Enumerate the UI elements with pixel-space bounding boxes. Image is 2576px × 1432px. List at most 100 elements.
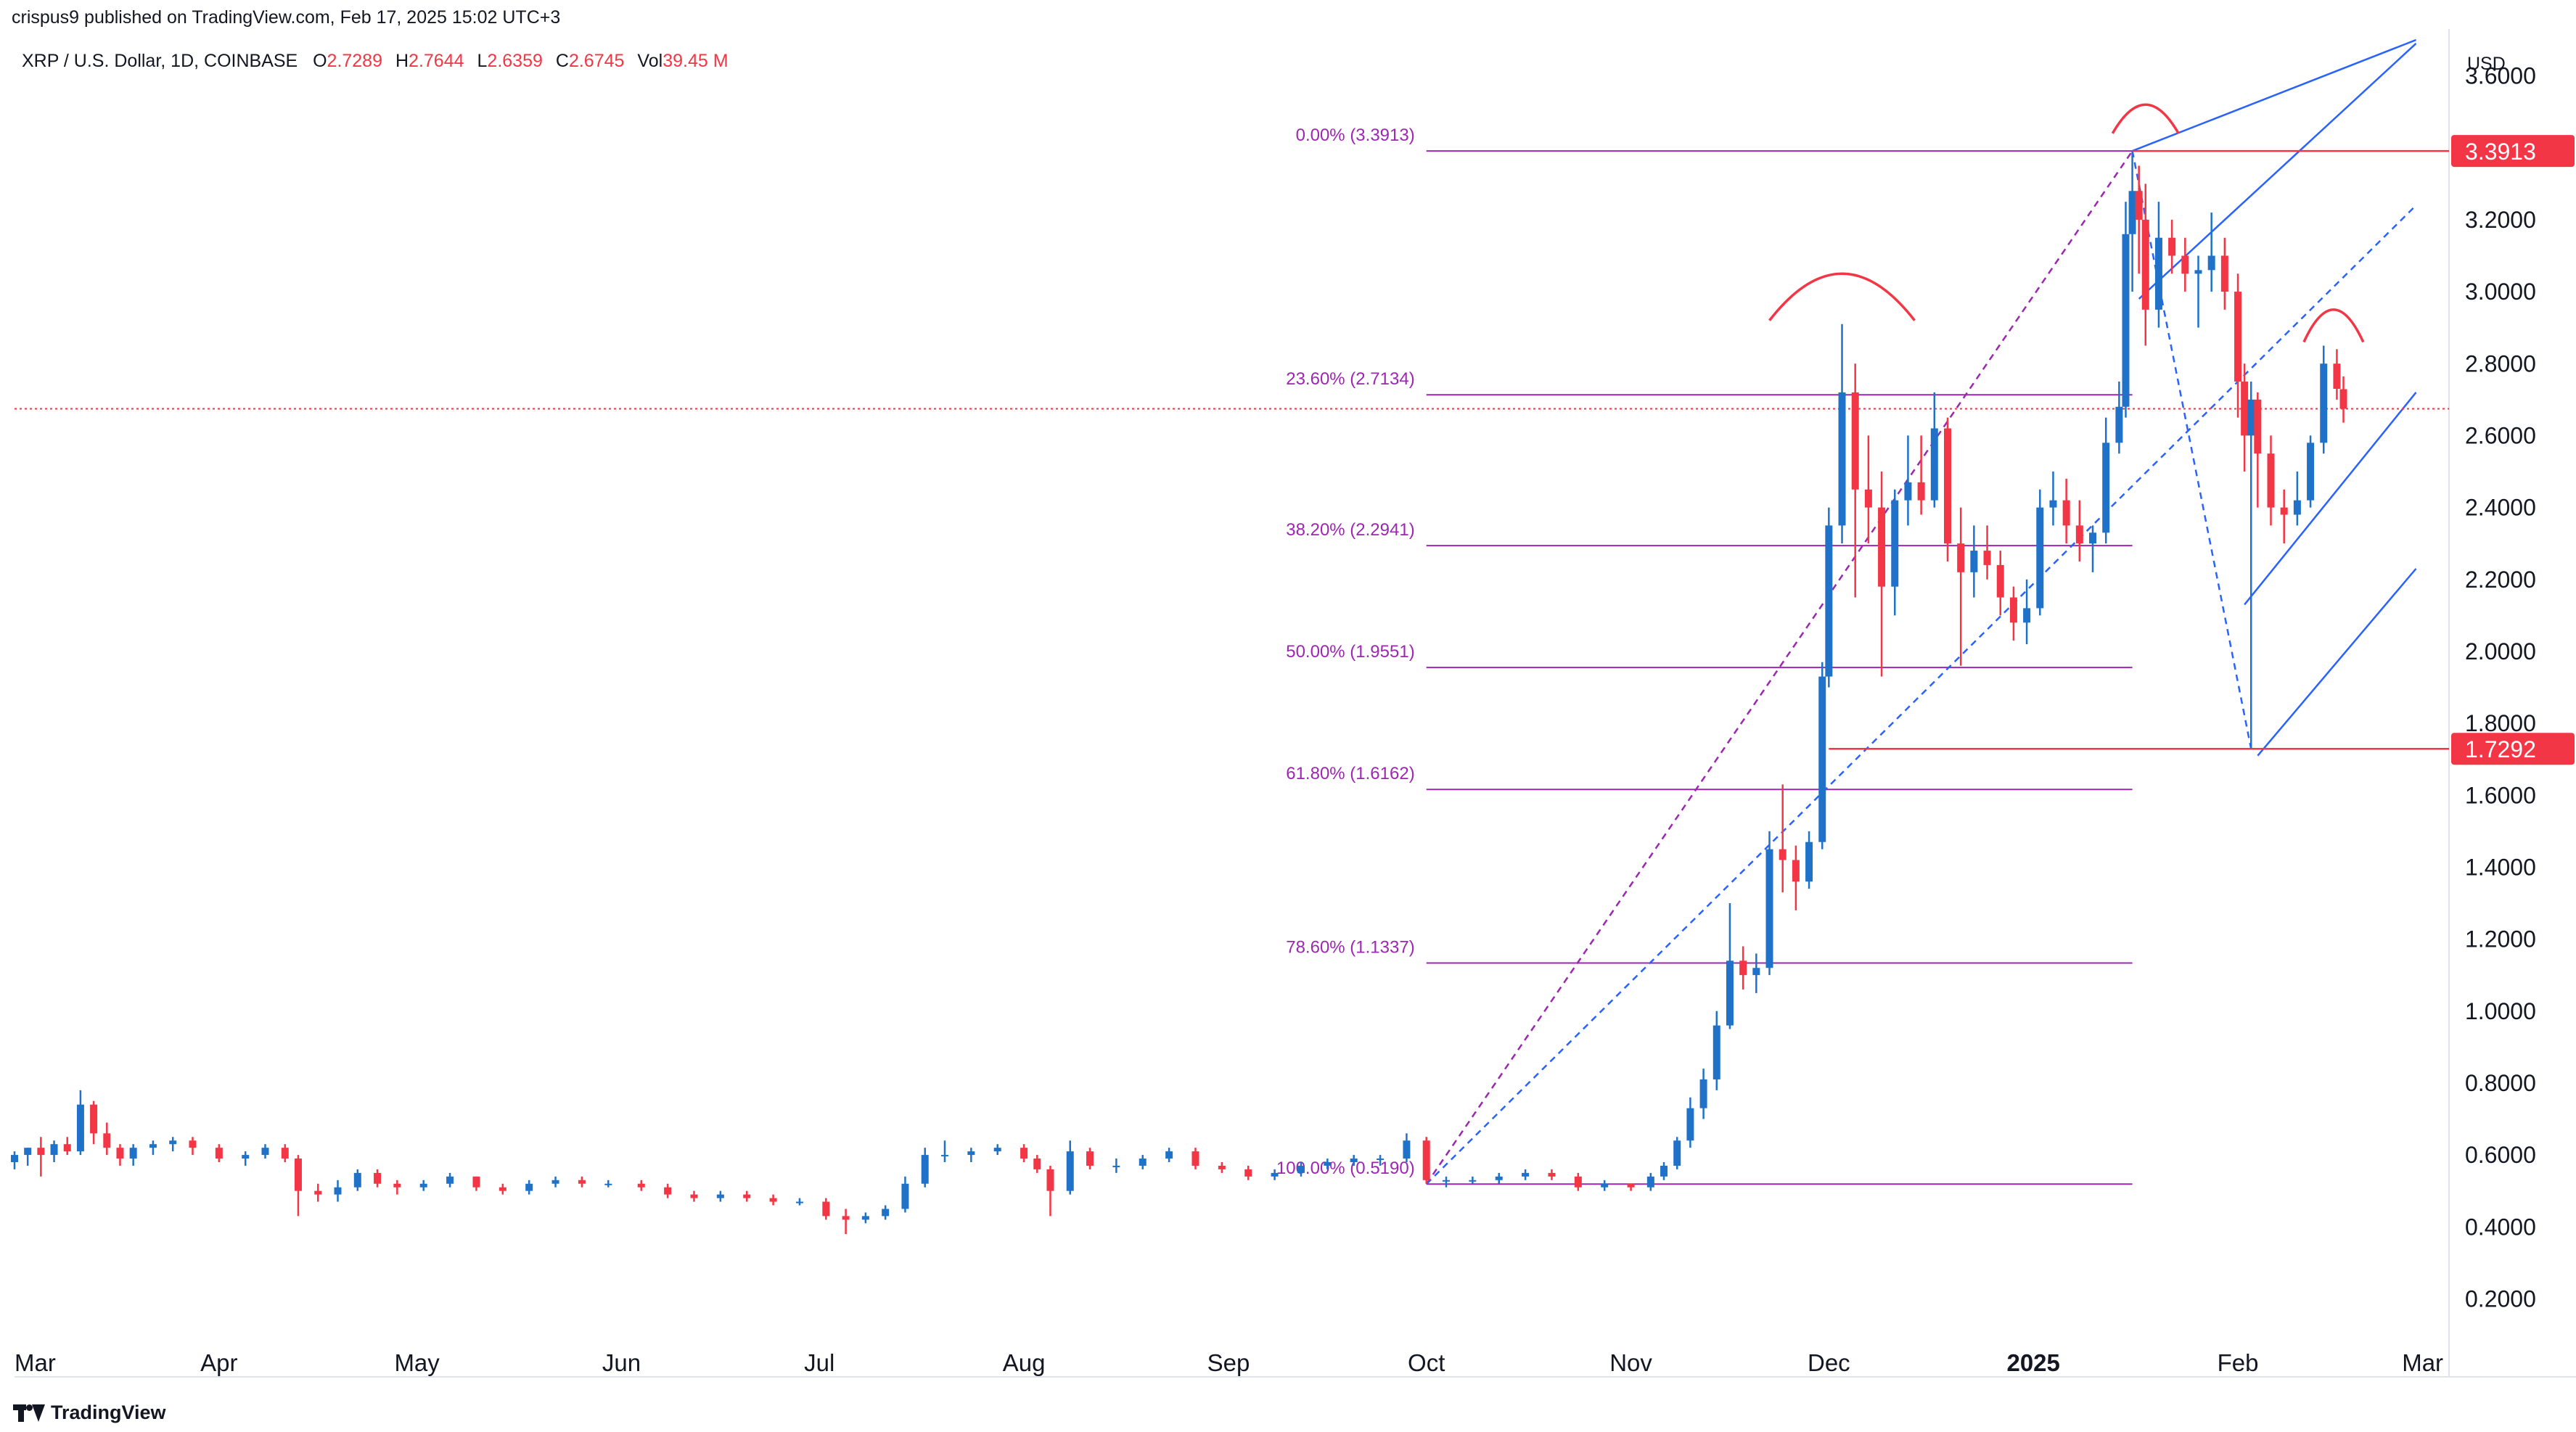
candle-body <box>1066 1151 1074 1191</box>
channel-line <box>2132 38 2416 152</box>
x-tick-label: Dec <box>1808 1349 1850 1376</box>
candle-body <box>1726 960 1734 1026</box>
x-tick-label: Jun <box>602 1349 641 1376</box>
candle-body <box>940 1155 948 1157</box>
candle-body <box>1878 507 1886 587</box>
symbol-ohlc-line: XRP / U.S. Dollar, 1D, COINBASE O2.7289 H… <box>22 51 742 72</box>
fib-level-label: 50.00% (1.9551) <box>1286 642 1414 662</box>
y-tick-label: 0.6000 <box>2465 1142 2536 1168</box>
tradingview-logo[interactable]: TradingView <box>13 1402 166 1424</box>
candle-body <box>2181 255 2189 274</box>
candle-body <box>1752 968 1760 976</box>
candle-body <box>1112 1165 1120 1167</box>
candle-body <box>1522 1172 1530 1177</box>
x-tick-label: Aug <box>1003 1349 1046 1376</box>
candle-body <box>1891 500 1899 587</box>
candle-body <box>2009 597 2017 623</box>
candle-body <box>664 1187 672 1195</box>
symbol-label[interactable]: XRP / U.S. Dollar, 1D, COINBASE <box>22 51 298 71</box>
candle-body <box>637 1183 645 1188</box>
candle-body <box>2122 234 2130 407</box>
candle-body <box>2220 255 2228 292</box>
candle-body <box>37 1148 45 1156</box>
ohlc-value: 2.6359 <box>487 51 543 71</box>
candle-body <box>2254 399 2262 454</box>
candle-body <box>1627 1183 1635 1188</box>
ohlc-value: 2.7644 <box>409 51 464 71</box>
fib-level-label: 100.00% (0.5190) <box>1276 1159 1415 1178</box>
candle-body <box>551 1180 559 1184</box>
candle-body <box>1350 1159 1358 1162</box>
candle-body <box>2280 507 2288 515</box>
candle-body <box>103 1133 111 1148</box>
candle-body <box>1297 1165 1305 1173</box>
fib-level-label: 0.00% (3.3913) <box>1296 125 1415 145</box>
channel-line <box>2244 392 2417 606</box>
candle-body <box>2135 191 2143 220</box>
chart-frame <box>15 29 2576 1378</box>
candle-body <box>1673 1140 1681 1166</box>
y-tick-label: 0.2000 <box>2465 1285 2536 1312</box>
candle-body <box>1930 428 1938 501</box>
candle-body <box>76 1104 84 1152</box>
candle-body <box>50 1144 58 1156</box>
candle-body <box>314 1190 322 1195</box>
candle-body <box>2023 608 2031 623</box>
x-tick-label: Nov <box>1609 1349 1652 1376</box>
candle-body <box>1838 392 1846 526</box>
x-tick-label: Sep <box>1207 1349 1250 1376</box>
candle-body <box>1086 1151 1094 1166</box>
candle-body <box>861 1216 869 1220</box>
y-tick-label: 3.2000 <box>2465 207 2536 233</box>
candle-body <box>1271 1172 1279 1177</box>
candle-body <box>499 1187 506 1191</box>
candle-body <box>2207 255 2215 271</box>
candle-body <box>2036 507 2044 609</box>
candle-body <box>242 1155 250 1159</box>
candle-body <box>716 1194 724 1198</box>
candle-body <box>215 1148 223 1159</box>
candle-body <box>769 1198 777 1202</box>
price-badge <box>2451 135 2575 168</box>
candle-body <box>149 1144 157 1148</box>
y-tick-label: 3.6000 <box>2465 63 2536 89</box>
candle-body <box>690 1194 698 1198</box>
candle-body <box>1825 525 1833 677</box>
candle-body <box>353 1172 361 1188</box>
candle-body <box>967 1151 975 1156</box>
trend-lines <box>15 38 2449 1185</box>
candle-body <box>921 1155 929 1184</box>
price-badge-label: 1.7292 <box>2465 736 2536 762</box>
pattern-arc <box>1768 272 1916 321</box>
y-tick-label: 2.8000 <box>2465 350 2536 376</box>
candle-body <box>2320 363 2328 443</box>
pattern-arc <box>2302 308 2365 343</box>
candle-body <box>2154 237 2162 310</box>
candle-body <box>393 1183 401 1188</box>
ohlc-label: O <box>313 51 327 71</box>
candle-body <box>374 1172 382 1184</box>
candle-body <box>90 1104 98 1134</box>
y-tick-label: 3.0000 <box>2465 279 2536 305</box>
candle-body <box>169 1140 177 1145</box>
ohlc-label: C <box>555 51 569 71</box>
ohlc-value: 2.7289 <box>327 51 382 71</box>
x-tick-label: Feb <box>2218 1349 2259 1376</box>
candle-body <box>1218 1165 1226 1169</box>
candles <box>11 151 2347 1235</box>
x-tick-label: Apr <box>200 1349 237 1376</box>
candle-body <box>1403 1140 1411 1159</box>
candle-body <box>1244 1169 1252 1177</box>
x-tick-label: 2025 <box>2006 1349 2059 1376</box>
candle-body <box>1699 1079 1707 1108</box>
candle-body <box>2241 382 2249 436</box>
candle-body <box>1574 1176 1582 1188</box>
candle-body <box>334 1187 342 1195</box>
candle-body <box>281 1148 289 1159</box>
candle-body <box>993 1148 1001 1152</box>
candle-body <box>1996 564 2004 598</box>
candle-body <box>2339 389 2347 409</box>
candle-body <box>1046 1169 1054 1191</box>
candle-body <box>1377 1159 1385 1161</box>
